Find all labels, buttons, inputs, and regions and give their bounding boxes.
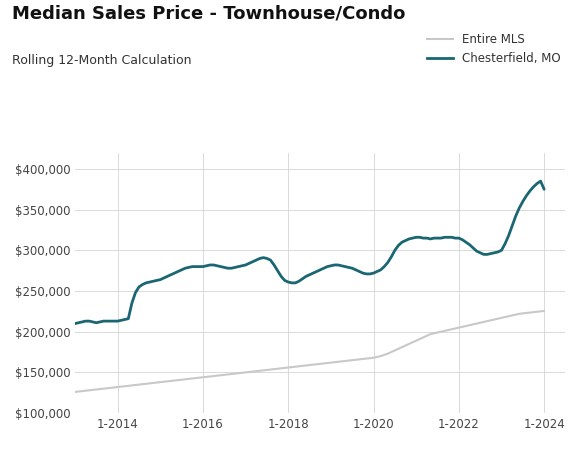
Text: Median Sales Price - Townhouse/Condo: Median Sales Price - Townhouse/Condo [12,4,405,22]
Legend: Entire MLS, Chesterfield, MO: Entire MLS, Chesterfield, MO [422,28,565,70]
Text: Rolling 12-Month Calculation: Rolling 12-Month Calculation [12,54,191,67]
